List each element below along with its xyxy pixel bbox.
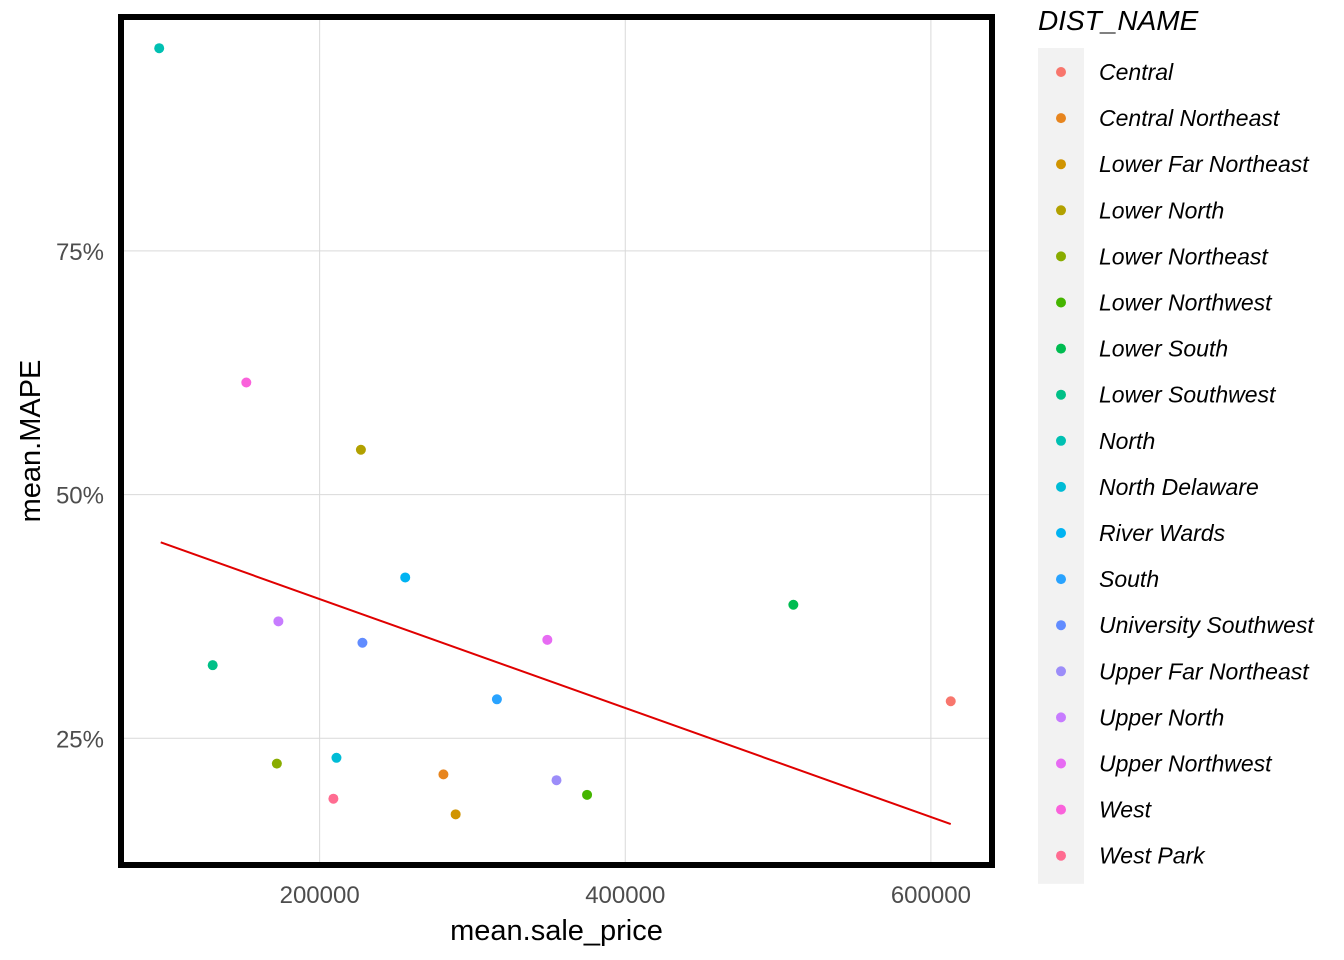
- data-point: [357, 637, 368, 648]
- data-point: [207, 660, 218, 671]
- legend-key: [1056, 435, 1066, 446]
- data-point: [355, 444, 366, 455]
- legend-key: [1056, 528, 1066, 538]
- legend-key: [1056, 712, 1066, 723]
- legend-key: [1056, 620, 1066, 631]
- legend-label: Lower North: [1099, 197, 1224, 223]
- data-point: [450, 809, 461, 820]
- x-tick-label: 200000: [280, 882, 360, 909]
- y-tick-label: 25%: [56, 726, 104, 753]
- data-point: [551, 775, 562, 786]
- legend-key: [1056, 389, 1066, 400]
- legend-key-background: [1038, 48, 1084, 884]
- legend-label: North: [1099, 428, 1155, 454]
- panel-border: [118, 14, 995, 868]
- y-axis-ticks: 25% 50% 75%: [56, 239, 104, 753]
- legend-label: West Park: [1099, 843, 1206, 869]
- legend-key: [1056, 666, 1066, 677]
- trend-line-group: [160, 541, 952, 826]
- legend-label: Central Northeast: [1099, 105, 1281, 131]
- x-tick-label: 400000: [585, 882, 665, 909]
- legend-key: [1056, 297, 1066, 308]
- data-point: [271, 758, 282, 769]
- legend-label: West: [1099, 797, 1153, 823]
- legend-label: University Southwest: [1099, 612, 1315, 638]
- grid-lines: [121, 17, 992, 865]
- trend-line: [160, 541, 952, 826]
- legend-key: [1056, 343, 1066, 354]
- data-point: [945, 696, 956, 707]
- data-point: [438, 769, 449, 780]
- x-axis-label: mean.sale_price: [450, 915, 663, 947]
- y-tick-label: 75%: [56, 239, 104, 266]
- legend-key: [1056, 251, 1066, 262]
- legend-label: Central: [1099, 59, 1174, 85]
- legend-label: Upper Northwest: [1099, 751, 1273, 777]
- legend-label: Lower Far Northeast: [1099, 151, 1310, 177]
- legend-key: [1056, 574, 1066, 585]
- y-tick-label: 50%: [56, 483, 104, 510]
- legend-title: DIST_NAME: [1038, 5, 1199, 36]
- legend-label: Upper Far Northeast: [1099, 658, 1310, 684]
- data-point: [241, 377, 252, 388]
- data-point: [331, 752, 342, 763]
- legend-key: [1056, 804, 1066, 815]
- legend-key: [1056, 481, 1066, 492]
- data-point: [154, 43, 165, 54]
- legend-label: Lower South: [1099, 336, 1228, 362]
- legend-label: River Wards: [1099, 520, 1226, 546]
- data-point: [582, 789, 593, 800]
- legend-label: Lower Northwest: [1099, 290, 1273, 316]
- data-point: [491, 694, 502, 705]
- legend: DIST_NAME Central Central Northeast Lower …: [1038, 5, 1315, 884]
- legend-key: [1056, 67, 1066, 77]
- legend-items: Central Central Northeast Lower Far Northe…: [1056, 59, 1315, 869]
- x-axis-ticks: 200000 400000 600000: [280, 882, 971, 909]
- legend-label: South: [1099, 566, 1159, 592]
- data-point: [328, 793, 339, 804]
- legend-key: [1056, 850, 1066, 861]
- data-point: [542, 634, 553, 645]
- legend-label: North Delaware: [1099, 474, 1259, 500]
- legend-label: Upper North: [1099, 704, 1224, 730]
- legend-label: Lower Northeast: [1099, 243, 1269, 269]
- data-point: [273, 616, 284, 627]
- data-point: [788, 599, 799, 610]
- legend-key: [1056, 758, 1066, 769]
- legend-label: Lower Southwest: [1099, 382, 1277, 408]
- data-point: [400, 572, 411, 583]
- x-tick-label: 600000: [891, 882, 971, 909]
- y-axis-label: mean.MAPE: [15, 360, 47, 523]
- legend-key: [1056, 159, 1066, 170]
- legend-key: [1056, 113, 1066, 124]
- data-points: [154, 43, 956, 820]
- legend-key: [1056, 205, 1066, 216]
